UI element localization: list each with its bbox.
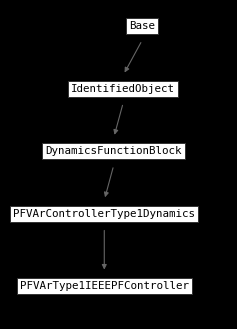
Text: PFVArControllerType1Dynamics: PFVArControllerType1Dynamics — [13, 209, 195, 219]
Text: DynamicsFunctionBlock: DynamicsFunctionBlock — [46, 146, 182, 156]
Text: PFVArType1IEEEPFController: PFVArType1IEEEPFController — [20, 281, 189, 291]
Text: Base: Base — [129, 21, 155, 31]
Text: IdentifiedObject: IdentifiedObject — [71, 84, 175, 94]
